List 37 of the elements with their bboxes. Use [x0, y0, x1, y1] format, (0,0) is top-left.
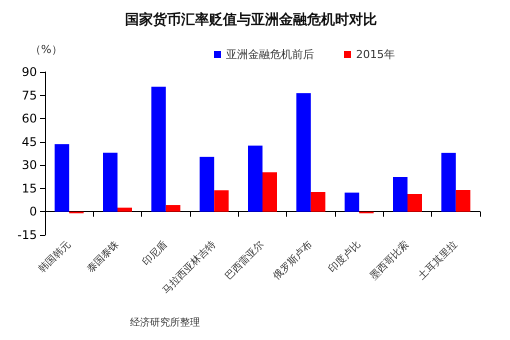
y-tick-label: -15 [17, 228, 37, 242]
bar [344, 192, 360, 212]
y-tick-label: 0 [29, 204, 37, 219]
y-axis-title: （%） [30, 43, 62, 56]
y-tick-label: 30 [22, 158, 37, 172]
x-tick-label: 墨西哥比索 [368, 238, 412, 282]
bar [393, 176, 408, 212]
y-tick-label: 90 [22, 65, 37, 79]
x-tick-label: 俄罗斯卢布 [270, 238, 315, 282]
x-tick-label: 泰国泰铢 [84, 238, 122, 276]
bar [166, 205, 180, 212]
bar [441, 152, 456, 212]
bar [296, 93, 311, 212]
legend-label: 亚洲金融危机前后 [226, 48, 314, 61]
bar [118, 208, 132, 212]
bar [408, 194, 422, 212]
chart-title: 国家货币汇率贬值与亚洲金融危机时对比 [125, 11, 377, 28]
x-tick-label: 韩国韩元 [36, 238, 74, 276]
x-tick-label: 印尼盾 [140, 238, 170, 268]
bar [456, 190, 470, 212]
x-tick-label: 土耳其里拉 [416, 238, 460, 282]
bar [54, 144, 70, 212]
text: 经济研究所整理 [130, 316, 200, 328]
y-tick-label: 75 [22, 88, 37, 102]
bar [151, 86, 166, 212]
y-tick-label: 45 [22, 134, 37, 149]
bar [310, 192, 326, 212]
legend-label: 2015年 [356, 48, 396, 61]
y-tick-label: 15 [22, 181, 37, 196]
bar [214, 190, 229, 212]
bar [262, 172, 277, 212]
bar [248, 146, 262, 212]
bar [103, 152, 118, 212]
x-tick-label: 印度卢比 [326, 238, 364, 276]
y-tick-label: 60 [22, 112, 37, 126]
bar [200, 156, 214, 212]
x-tick-label: 巴西雷亚尔 [222, 238, 266, 282]
